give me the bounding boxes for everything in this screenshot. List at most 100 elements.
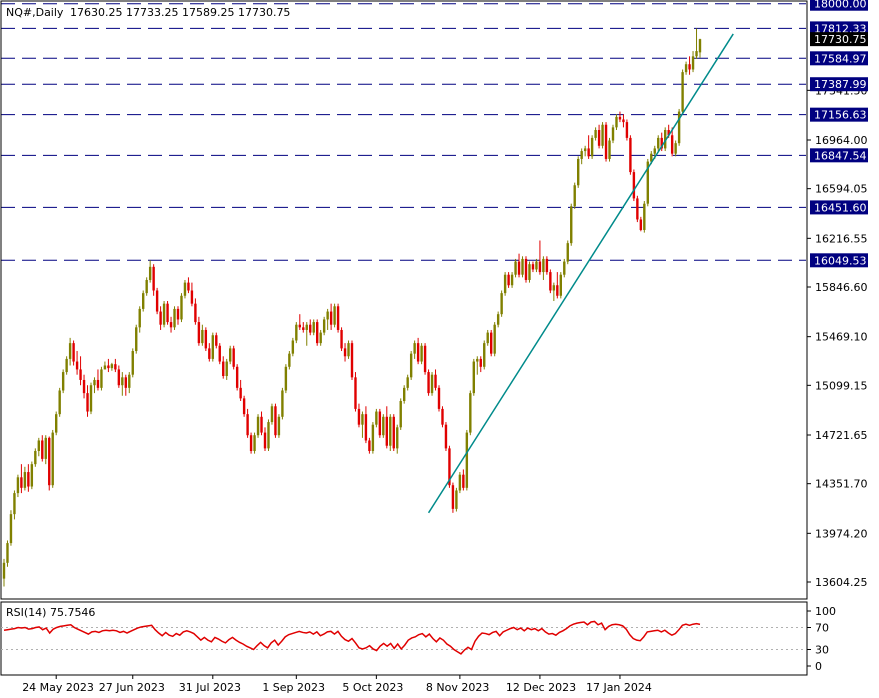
candle-body [646,161,649,204]
candle-body [37,440,40,452]
candle-body [691,56,695,70]
candle-body [298,324,301,328]
candle-body [448,448,451,486]
candle-body [218,345,221,362]
candle-body [364,414,368,441]
candle-body [650,153,653,162]
candle-body [416,343,420,362]
candle-body [552,285,556,291]
candle-body [117,369,121,386]
candle-body [305,324,308,330]
rsi-y-tick-label: 70 [815,622,829,635]
candle-body [611,127,615,141]
candle-body [235,366,239,388]
candle-body [253,435,256,452]
candle-body [322,319,326,333]
candle-body [204,329,208,349]
candle-body [340,329,343,349]
x-tick-label: 24 May 2023 [22,681,94,694]
candle-body [563,261,566,275]
candle-body [510,274,514,286]
candle-body [399,401,402,428]
x-tick-label: 1 Sep 2023 [262,681,325,694]
candle-body [385,416,388,446]
candle-body [41,440,44,459]
candle-body [13,493,16,515]
level-label: 16451.60 [814,201,867,214]
trendline [427,33,734,514]
candle-body [267,422,270,449]
candle-body [580,151,583,159]
candle-body [277,416,281,436]
candle-body [507,274,510,286]
candle-body [326,311,329,320]
candle-body [514,261,517,275]
candle-body [124,377,127,388]
candle-body [545,258,549,273]
candle-body [183,282,187,296]
candle-body [309,324,312,333]
level-label: 17387.99 [814,78,867,91]
x-tick-label: 27 Jun 2023 [99,681,165,694]
level-label-box [810,51,868,66]
y-tick-label: 16964.00 [815,134,868,147]
current-price-label: 17730.75 [814,33,867,46]
candles [2,28,702,587]
candle-body [503,274,507,294]
candle-body [173,308,176,328]
candle-body [142,293,145,309]
candle-body [684,64,688,73]
candle-body [392,416,395,449]
candle-body [48,437,51,486]
candle-body [194,303,197,323]
candle-body [496,314,500,325]
candle-body [79,369,82,380]
candle-body [148,266,152,280]
candle-body [20,477,23,488]
candle-body [521,258,524,275]
candle-body [639,219,643,230]
candle-body [375,411,378,425]
candle-body [420,345,423,362]
candle-body [260,416,263,433]
candle-body [51,432,54,486]
candle-body [350,343,354,378]
candle-body [162,303,166,325]
candle-body [30,464,34,487]
candle-body [86,393,89,412]
candle-body [538,261,542,273]
candle-body [107,365,110,369]
candle-body [556,285,559,296]
candle-body [166,303,169,323]
current-price-box [810,32,868,47]
y-axis: 13604.25 13974.20 14351.70 14721.65 15099.15… [807,0,868,589]
x-tick-label: 17 Jan 2024 [586,681,652,694]
candle-body [329,311,333,325]
candle-body [403,387,406,402]
candle-body [169,322,173,328]
x-tick-label: 5 Oct 2023 [342,681,403,694]
candle-body [2,562,6,579]
candle-body [145,279,148,294]
x-tick-label: 31 Jul 2023 [179,681,241,694]
candle-body [128,374,131,388]
rsi-frame [0,601,808,676]
y-tick-label: 13604.25 [815,576,868,589]
candle-body [302,327,305,330]
candle-body [413,343,416,354]
candle-body [559,274,562,296]
candle-body [590,137,594,157]
candle-body [6,543,9,563]
level-label: 16049.53 [814,254,867,267]
candle-body [629,137,632,173]
candle-body [570,206,573,244]
candle-body [343,348,347,357]
y-tick-label: 14721.65 [815,429,868,442]
candle-body [114,364,117,370]
candle-body [486,332,489,344]
candle-body [211,335,214,359]
level-label: 17156.63 [814,109,867,122]
candle-body [524,258,528,280]
candle-body [378,411,382,436]
